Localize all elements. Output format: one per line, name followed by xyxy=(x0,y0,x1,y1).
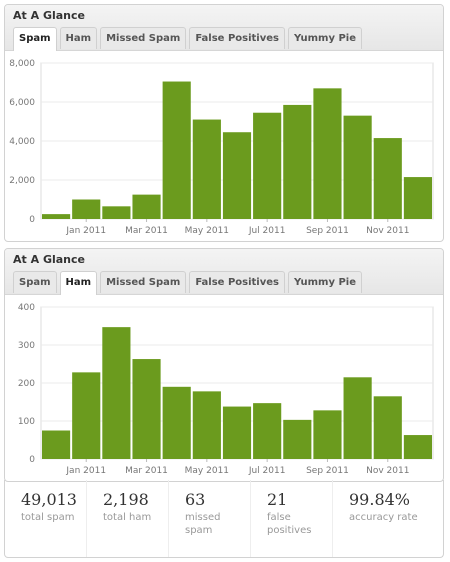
tab-yummy-pie[interactable]: Yummy Pie xyxy=(288,271,363,293)
tab-bar: Spam Ham Missed Spam False Positives Yum… xyxy=(13,27,363,51)
stat-total-spam: 49,013 total spam xyxy=(5,480,87,557)
bar[interactable] xyxy=(132,359,161,459)
stat-value: 21 xyxy=(267,490,288,509)
x-tick-label: Jul 2011 xyxy=(248,466,286,476)
bar[interactable] xyxy=(313,410,342,459)
bar[interactable] xyxy=(132,194,161,219)
bar[interactable] xyxy=(192,391,221,459)
tab-missed-spam[interactable]: Missed Spam xyxy=(100,271,187,293)
tab-ham[interactable]: Ham xyxy=(59,271,98,295)
x-tick-label: Jan 2011 xyxy=(65,226,106,236)
y-tick-label: 0 xyxy=(29,455,35,465)
y-tick-label: 0 xyxy=(29,215,35,225)
y-tick-label: 400 xyxy=(18,303,35,313)
bar[interactable] xyxy=(283,419,312,459)
x-tick-label: May 2011 xyxy=(185,466,229,476)
stat-label: accuracy rate xyxy=(349,512,418,523)
bar[interactable] xyxy=(343,115,372,219)
stat-label: missed spam xyxy=(185,512,221,536)
tab-missed-spam[interactable]: Missed Spam xyxy=(100,27,187,49)
stats-strip: 49,013 total spam 2,198 total ham 63 mis… xyxy=(4,480,444,558)
tab-false-positives[interactable]: False Positives xyxy=(189,27,285,49)
y-tick-label: 300 xyxy=(18,341,35,351)
bar[interactable] xyxy=(42,214,71,219)
stat-accuracy-rate: 99.84% accuracy rate xyxy=(333,480,443,557)
bar[interactable] xyxy=(403,177,432,219)
y-tick-label: 8,000 xyxy=(9,59,35,69)
bar[interactable] xyxy=(253,403,282,459)
x-tick-label: Nov 2011 xyxy=(366,466,409,476)
x-tick-label: Sep 2011 xyxy=(306,226,349,236)
x-tick-label: Jan 2011 xyxy=(65,466,106,476)
stat-value: 63 xyxy=(185,490,206,509)
bar[interactable] xyxy=(102,206,131,219)
panel-title: At A Glance xyxy=(13,9,85,22)
stat-missed-spam: 63 missed spam xyxy=(169,480,251,557)
bar[interactable] xyxy=(192,119,221,219)
y-tick-label: 4,000 xyxy=(9,137,35,147)
y-tick-label: 6,000 xyxy=(9,98,35,108)
ham-bar-chart: 0 100 200 300 400 Jan 2011 Mar 2011 May 2011 Jul… xyxy=(18,303,434,476)
bar[interactable] xyxy=(222,132,252,219)
panel-header: At A Glance Spam Ham Missed Spam False P… xyxy=(5,5,443,51)
bar[interactable] xyxy=(403,435,432,459)
panel-header: At A Glance Spam Ham Missed Spam False P… xyxy=(5,249,443,295)
bar[interactable] xyxy=(283,104,312,219)
panel-title: At A Glance xyxy=(13,253,85,266)
tab-spam[interactable]: Spam xyxy=(13,27,57,51)
stat-total-ham: 2,198 total ham xyxy=(87,480,169,557)
tab-ham[interactable]: Ham xyxy=(59,27,98,49)
x-tick-label: Mar 2011 xyxy=(125,466,168,476)
bar[interactable] xyxy=(373,396,402,459)
glance-panel-ham: At A Glance Spam Ham Missed Spam False P… xyxy=(4,248,444,482)
x-tick-label: May 2011 xyxy=(185,226,229,236)
stat-label: total ham xyxy=(103,512,152,523)
spam-bar-chart: 0 2,000 4,000 6,000 8,000 Jan 2011 Mar 2011 May… xyxy=(9,59,434,236)
bar[interactable] xyxy=(343,377,372,459)
x-tick-label: Mar 2011 xyxy=(125,226,168,236)
stat-label: total spam xyxy=(21,512,75,523)
bar[interactable] xyxy=(313,88,342,219)
bar[interactable] xyxy=(72,372,101,459)
stat-false-positives: 21 false positives xyxy=(251,480,333,557)
tab-false-positives[interactable]: False Positives xyxy=(189,271,285,293)
tab-bar: Spam Ham Missed Spam False Positives Yum… xyxy=(13,271,363,295)
x-tick-label: Jul 2011 xyxy=(248,226,286,236)
y-tick-label: 2,000 xyxy=(9,176,35,186)
bar[interactable] xyxy=(253,112,282,219)
x-tick-label: Sep 2011 xyxy=(306,466,349,476)
x-tick-label: Nov 2011 xyxy=(366,226,409,236)
bar[interactable] xyxy=(162,81,191,220)
glance-panel-spam: At A Glance Spam Ham Missed Spam False P… xyxy=(4,4,444,242)
bar[interactable] xyxy=(373,138,402,219)
stat-label: false positives xyxy=(267,512,312,536)
tab-yummy-pie[interactable]: Yummy Pie xyxy=(288,27,363,49)
stat-value: 49,013 xyxy=(21,490,77,509)
bar[interactable] xyxy=(72,199,101,220)
bar[interactable] xyxy=(162,386,191,459)
bar[interactable] xyxy=(42,430,71,460)
bar[interactable] xyxy=(222,406,252,459)
stat-value: 2,198 xyxy=(103,490,149,509)
y-tick-label: 100 xyxy=(18,417,35,427)
y-tick-label: 200 xyxy=(18,379,35,389)
tab-spam[interactable]: Spam xyxy=(13,271,57,293)
bar[interactable] xyxy=(102,327,131,459)
stat-value: 99.84% xyxy=(349,490,411,509)
